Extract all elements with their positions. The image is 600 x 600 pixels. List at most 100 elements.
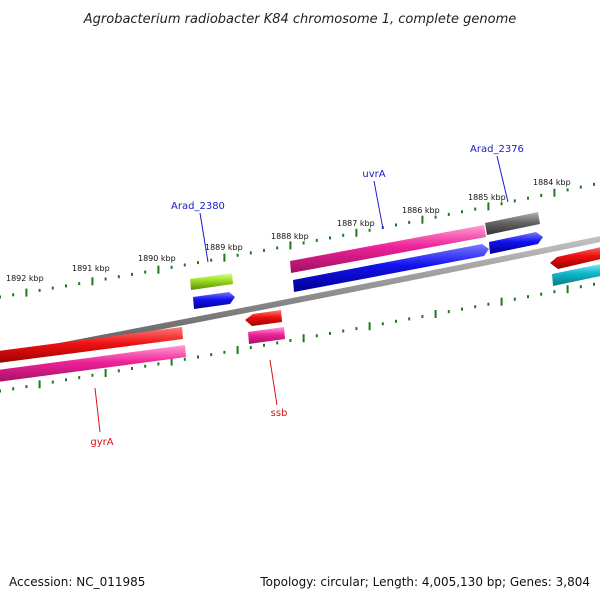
scale-major-tick — [289, 241, 292, 250]
scale-minor-tick — [342, 233, 345, 237]
scale-minor-tick — [78, 376, 81, 380]
scale-minor-tick — [447, 310, 450, 314]
scale-minor-tick — [461, 307, 463, 311]
scale-major-tick — [38, 380, 41, 389]
gene-gyra-cds-arrow[interactable] — [0, 327, 183, 364]
gene-right-edge-cds-arrow[interactable] — [550, 245, 600, 269]
tick-label: 1884 kbp — [533, 178, 571, 187]
scale-minor-tick — [540, 193, 543, 197]
scale-minor-tick — [329, 331, 331, 335]
scale-minor-tick — [276, 341, 279, 345]
scale-minor-tick — [25, 385, 28, 389]
scale-minor-tick — [65, 284, 67, 288]
scale-major-tick — [157, 265, 160, 274]
tick-label: 1888 kbp — [271, 232, 309, 241]
scale-minor-tick — [197, 355, 199, 359]
scale-minor-tick — [395, 319, 397, 323]
scale-minor-tick — [513, 199, 516, 203]
scale-minor-tick — [78, 282, 81, 286]
scale-minor-tick — [51, 286, 54, 290]
scale-minor-tick — [329, 236, 331, 240]
scale-major-tick — [566, 285, 569, 294]
scale-minor-tick — [170, 265, 173, 269]
scale-major-tick — [487, 202, 490, 211]
scale-minor-tick — [131, 367, 133, 370]
scale-minor-tick — [144, 364, 147, 368]
gene-label-arad-2376[interactable]: Arad_2376 — [470, 144, 524, 155]
gene-label-gyra[interactable]: gyrA — [90, 437, 113, 448]
tick-label: 1885 kbp — [468, 193, 506, 202]
tick-label: 1891 kbp — [72, 264, 110, 273]
inner-scale-dots — [0, 282, 595, 393]
gene-label-ssb[interactable]: ssb — [271, 408, 288, 419]
scale-major-tick — [500, 297, 503, 306]
scale-minor-tick — [249, 346, 252, 350]
gene-arad-2376-cds-arrow[interactable] — [489, 232, 543, 254]
scale-minor-tick — [447, 212, 450, 216]
scale-minor-tick — [0, 295, 1, 299]
scale-minor-tick — [566, 188, 569, 192]
reverse-strand-genes — [0, 310, 285, 383]
map-title: Agrobacterium radiobacter K84 chromosome… — [83, 12, 516, 27]
scale-minor-tick — [51, 380, 54, 384]
tick-label: 1887 kbp — [337, 219, 375, 228]
scale-minor-tick — [368, 228, 371, 232]
scale-minor-tick — [183, 263, 186, 267]
scale-minor-tick — [408, 220, 411, 224]
scale-minor-tick — [540, 292, 543, 296]
gene-label-uvra[interactable]: uvrA — [362, 169, 385, 180]
leader-line-arad-2380 — [199, 212, 209, 263]
gene-gyra-bar[interactable] — [0, 345, 186, 383]
scale-minor-tick — [579, 285, 582, 289]
scale-minor-tick — [0, 389, 1, 393]
leader-line-ssb — [269, 359, 278, 406]
scale-minor-tick — [487, 302, 490, 306]
forward-strand-genes — [190, 212, 600, 309]
scale-minor-tick — [593, 182, 595, 186]
scale-major-tick — [553, 188, 556, 197]
gene-ssb-bar[interactable] — [248, 327, 285, 344]
scale-minor-tick — [117, 275, 120, 279]
scale-minor-tick — [131, 272, 133, 276]
gene-arad-2380-cds-arrow[interactable] — [193, 292, 235, 309]
scale-minor-tick — [527, 295, 529, 299]
scale-major-tick — [236, 346, 239, 354]
scale-minor-tick — [12, 387, 15, 391]
leader-line-gyra — [94, 387, 101, 433]
gene-leader-lines — [94, 155, 509, 433]
gene-arad-2380-bar[interactable] — [190, 273, 233, 290]
tick-label: 1892 kbp — [6, 274, 44, 283]
scale-minor-tick — [223, 350, 226, 354]
scale-major-tick — [355, 228, 358, 237]
scale-minor-tick — [65, 378, 67, 382]
gene-label-arad-2380[interactable]: Arad_2380 — [171, 201, 225, 212]
scale-minor-tick — [527, 196, 529, 200]
scale-minor-tick — [315, 238, 318, 242]
scale-minor-tick — [183, 357, 186, 361]
scale-minor-tick — [117, 369, 120, 373]
scale-minor-tick — [513, 297, 516, 301]
scale-minor-tick — [395, 223, 397, 227]
scale-minor-tick — [434, 215, 437, 219]
gene-uvra-bar[interactable] — [290, 225, 486, 273]
scale-major-tick — [223, 253, 226, 262]
scale-major-tick — [170, 357, 173, 366]
scale-major-tick — [368, 322, 371, 331]
scale-minor-tick — [157, 362, 160, 366]
scale-minor-tick — [474, 305, 477, 309]
gene-ssb-cds-arrow[interactable] — [245, 310, 282, 326]
accession-text: Accession: NC_011985 — [9, 575, 145, 589]
tick-label: 1886 kbp — [402, 206, 440, 215]
gene-arad-2376-bar[interactable] — [485, 212, 540, 235]
scale-minor-tick — [289, 339, 292, 342]
scale-minor-tick — [421, 315, 424, 318]
scale-minor-tick — [302, 241, 305, 245]
gene-labels: Arad_2380 uvrA Arad_2376 gyrA ssb — [90, 144, 524, 448]
gene-uvra-cds-arrow[interactable] — [293, 244, 489, 292]
scale-minor-tick — [210, 258, 213, 262]
tick-label: 1889 kbp — [205, 243, 243, 252]
scale-labels: 1892 kbp 1891 kbp 1890 kbp 1889 kbp 1888… — [6, 178, 571, 283]
scale-minor-tick — [12, 293, 15, 297]
gene-right-edge-bar[interactable] — [552, 262, 600, 286]
